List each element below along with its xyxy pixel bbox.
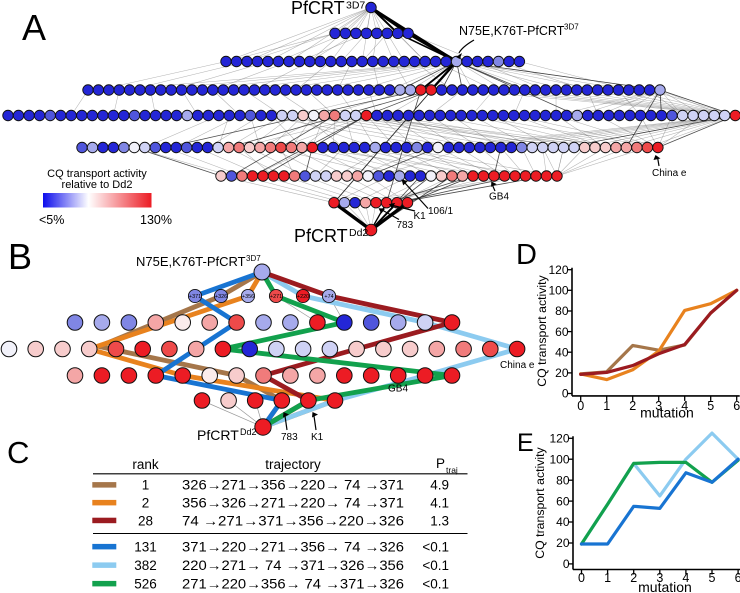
svg-text:E: E [517,429,534,457]
svg-text:2: 2 [629,399,636,413]
svg-text:N75E,K76T-PfCRT: N75E,K76T-PfCRT [136,254,246,269]
svg-text:relative to Dd2: relative to Dd2 [62,179,133,191]
svg-text:106/1: 106/1 [428,206,453,217]
svg-text:3D7: 3D7 [564,23,579,32]
svg-text:40: 40 [555,345,569,359]
svg-text:PfCRT: PfCRT [294,226,348,246]
svg-text:131: 131 [134,540,157,555]
svg-text:A: A [22,7,46,48]
svg-text:100: 100 [548,284,568,298]
svg-text:1: 1 [603,399,610,413]
svg-text:5: 5 [707,399,714,413]
svg-text:mutation: mutation [640,405,694,421]
svg-text:3D7: 3D7 [346,0,365,12]
svg-text:28: 28 [138,513,153,528]
svg-text:<5%: <5% [39,213,64,227]
svg-text:GB4: GB4 [388,384,408,395]
svg-text:trajectory: trajectory [265,457,321,472]
svg-text:5: 5 [709,571,716,585]
svg-text:120: 120 [548,263,568,277]
svg-text:Dd2: Dd2 [240,427,257,437]
svg-text:0: 0 [562,387,569,401]
svg-text:3D7: 3D7 [246,254,261,263]
svg-text:K1: K1 [414,211,427,222]
svg-text:3: 3 [655,399,662,413]
svg-text:C: C [7,435,29,470]
svg-text:K1: K1 [311,432,324,443]
svg-text:60: 60 [556,494,570,508]
svg-text:+74: +74 [324,294,333,300]
svg-text:B: B [8,236,32,277]
svg-text:382: 382 [134,558,157,573]
svg-text:N75E,K76T-PfCRT: N75E,K76T-PfCRT [459,24,565,38]
svg-text:P: P [436,456,445,471]
svg-text:2: 2 [630,571,637,585]
svg-text:+371: +371 [189,294,201,300]
svg-text:3: 3 [656,571,663,585]
svg-text:783: 783 [397,220,414,231]
svg-text:2: 2 [142,496,150,511]
svg-text:<0.1: <0.1 [422,577,449,592]
svg-text:1: 1 [604,571,611,585]
svg-text:74 →271→371→356→220→326: 74 →271→371→356→220→326 [182,513,404,528]
svg-text:4: 4 [681,399,688,413]
svg-text:80: 80 [556,473,570,487]
svg-text:4: 4 [682,571,689,585]
svg-text:4.9: 4.9 [430,478,449,493]
svg-text:rank: rank [132,457,159,472]
svg-text:783: 783 [281,432,298,443]
svg-text:mutation: mutation [638,579,692,593]
svg-text:80: 80 [555,304,569,318]
svg-text:+326: +326 [215,294,227,300]
svg-text:D: D [516,239,537,271]
svg-text:130%: 130% [140,213,172,227]
svg-text:0: 0 [578,571,585,585]
svg-text:CQ transport activity: CQ transport activity [47,168,147,180]
svg-text:+356: +356 [242,294,254,300]
svg-text:271→220→356→ 74 →371→326: 271→220→356→ 74 →371→326 [182,577,404,592]
svg-text:40: 40 [556,515,570,529]
svg-text:China e: China e [652,168,687,179]
svg-text:120: 120 [549,432,569,446]
svg-text:CQ transport activity: CQ transport activity [535,274,549,386]
svg-text:China e: China e [500,360,535,371]
svg-text:CQ transport activity: CQ transport activity [533,446,547,558]
svg-text:1: 1 [142,478,150,493]
svg-text:220→271→ 74 →371→326→356: 220→271→ 74 →371→326→356 [182,558,404,573]
svg-text:PfCRT: PfCRT [291,0,345,18]
svg-text:371→220→271→356→ 74 →326: 371→220→271→356→ 74 →326 [182,540,404,555]
svg-text:60: 60 [555,325,569,339]
svg-text:PfCRT: PfCRT [197,427,239,443]
svg-text:1.3: 1.3 [430,513,449,528]
svg-text:526: 526 [134,577,157,592]
svg-text:Dd2: Dd2 [349,227,368,239]
svg-text:traj: traj [446,465,458,475]
svg-text:356→326→271→220→ 74 →371: 356→326→271→220→ 74 →371 [182,496,404,511]
svg-text:0: 0 [577,399,584,413]
svg-text:4.1: 4.1 [430,496,449,511]
svg-text:326→271→356→220→ 74 →371: 326→271→356→220→ 74 →371 [182,478,404,493]
svg-text:100: 100 [549,452,569,466]
svg-text:0: 0 [563,557,570,571]
svg-text:20: 20 [556,536,570,550]
svg-text:<0.1: <0.1 [422,540,449,555]
svg-text:+220: +220 [297,294,309,300]
svg-text:<0.1: <0.1 [422,558,449,573]
svg-text:GB4: GB4 [489,192,509,203]
svg-text:+271: +271 [270,294,282,300]
svg-text:6: 6 [733,399,740,413]
svg-text:20: 20 [555,366,569,380]
svg-text:6: 6 [735,571,740,585]
